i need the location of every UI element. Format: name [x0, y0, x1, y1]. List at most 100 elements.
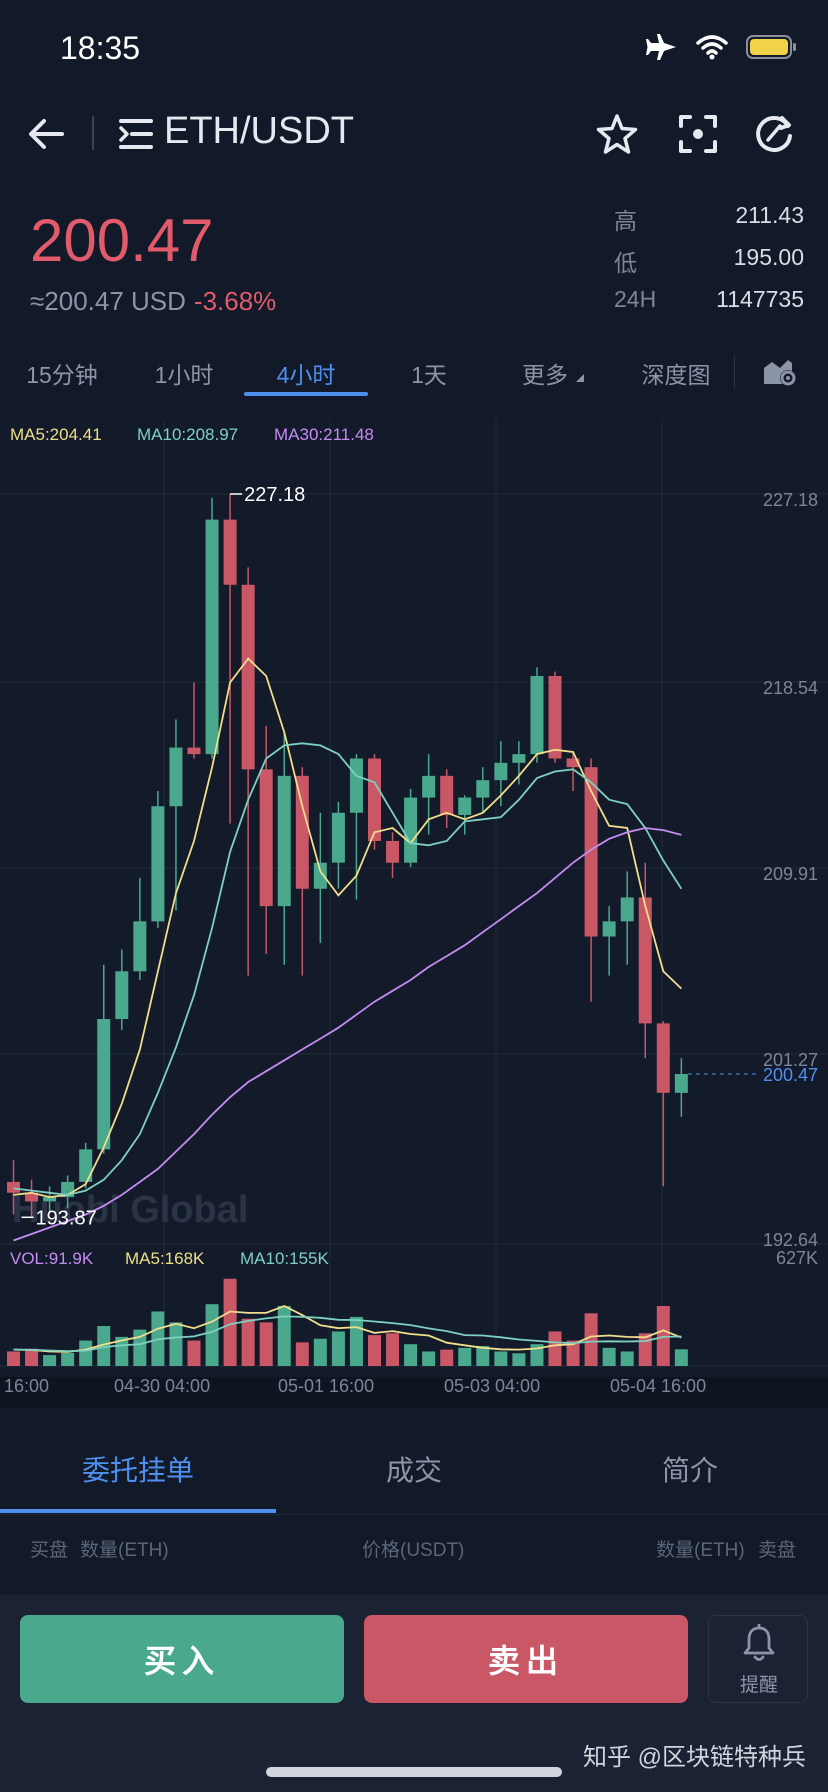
- current-price-label: 200.47: [763, 1065, 818, 1085]
- orderbook-header: 买盘 数量(ETH) 价格(USDT) 数量(ETH) 卖盘: [0, 1535, 828, 1575]
- candle-body: [494, 762, 508, 781]
- candle-body: [151, 806, 165, 922]
- chart-settings-icon[interactable]: [762, 354, 798, 388]
- vol-ma10-line: [13, 1315, 682, 1353]
- footer-watermark: 知乎 @区块链特种兵: [582, 1744, 806, 1771]
- buy-button[interactable]: 买入: [20, 1615, 344, 1703]
- x-tick-label: 05-01 16:00: [278, 1376, 374, 1396]
- screenshot-icon[interactable]: [676, 112, 720, 156]
- volume-bar: [602, 1347, 616, 1366]
- ma10-legend: MA10:208.97: [137, 425, 238, 444]
- pair-title[interactable]: ETH/USDT: [164, 110, 354, 152]
- volume-bar: [530, 1344, 544, 1366]
- kline-chart[interactable]: Huobi Global MA5:204.41 MA10:208.97 MA30:21…: [0, 402, 828, 1407]
- back-arrow-icon[interactable]: [24, 112, 68, 156]
- candle-body: [7, 1181, 20, 1193]
- candle-body: [115, 971, 129, 1020]
- tab-more[interactable]: 更多: [522, 356, 594, 390]
- volume-bar: [313, 1338, 327, 1366]
- vol-legend: VOL:91.9K: [10, 1249, 94, 1268]
- ma5-line: [13, 657, 683, 1199]
- list-menu-icon[interactable]: [118, 116, 154, 152]
- status-icons: [646, 32, 798, 62]
- volume-bar: [458, 1347, 472, 1366]
- volume-bar: [169, 1322, 183, 1366]
- candle-body: [440, 775, 454, 815]
- candle-body: [566, 758, 580, 768]
- volume-bar: [25, 1348, 39, 1366]
- tab-1hour[interactable]: 1小时: [154, 362, 214, 388]
- volume-bar: [277, 1306, 291, 1366]
- candle-body: [349, 758, 363, 813]
- volume-bar: [349, 1316, 363, 1366]
- volume-bar: [79, 1340, 93, 1366]
- ob-qty-left: 数量(ETH): [80, 1540, 169, 1561]
- candle-body: [25, 1192, 39, 1202]
- chart-background: [0, 402, 828, 1407]
- volume-bar: [133, 1329, 147, 1366]
- tab-1day[interactable]: 1天: [411, 362, 447, 388]
- price-change: -3.68%: [193, 286, 277, 316]
- price-sub: ≈200.47 USD -3.68%: [30, 286, 276, 317]
- stat-label: 高: [614, 208, 637, 234]
- refresh-icon[interactable]: [752, 112, 796, 156]
- tab-separator: [734, 356, 735, 388]
- volume-bar: [368, 1335, 381, 1366]
- sell-button[interactable]: 卖出: [364, 1615, 688, 1703]
- volume-bar: [295, 1342, 309, 1366]
- candle-body: [638, 897, 652, 1024]
- candle-body: [79, 1149, 93, 1182]
- candle-body: [331, 812, 345, 863]
- x-tick-label: 16:00: [4, 1376, 49, 1396]
- candle-body: [386, 840, 400, 863]
- candle-body: [259, 769, 273, 907]
- volume-bar: [566, 1340, 580, 1366]
- volume-bar: [440, 1349, 454, 1366]
- volume-bar: [620, 1351, 634, 1366]
- candle-body: [368, 758, 381, 841]
- candle-body: [584, 767, 598, 937]
- bottom-tab-underline: [0, 1509, 276, 1513]
- ob-sell-label: 卖盘: [758, 1540, 797, 1561]
- tab-orders[interactable]: 委托挂单: [81, 1455, 194, 1486]
- header: ETH/USDT: [0, 100, 828, 166]
- tab-4hour[interactable]: 4小时: [276, 362, 336, 388]
- candle-body: [620, 897, 634, 922]
- volume-bar: [476, 1346, 490, 1366]
- stat-row-low: 低 195.00: [614, 244, 804, 286]
- volume-bar: [512, 1353, 526, 1366]
- status-bar: 18:35: [0, 0, 828, 100]
- candle-body: [476, 780, 490, 798]
- volume-bar: [97, 1326, 111, 1366]
- chart-bottom-strip: [0, 1377, 828, 1407]
- tab-depth[interactable]: 深度图: [641, 362, 711, 388]
- stat-value: 195.00: [733, 244, 804, 270]
- volume-bar: [61, 1352, 75, 1366]
- home-indicator[interactable]: [266, 1767, 562, 1777]
- candle-body: [548, 675, 562, 759]
- stat-value: 211.43: [735, 202, 804, 228]
- volume-bar: [584, 1313, 598, 1366]
- candle-body: [133, 921, 147, 972]
- candle-body: [169, 747, 183, 807]
- volume-bar: [422, 1351, 436, 1366]
- x-tick-label: 05-03 04:00: [444, 1376, 540, 1396]
- candle-body: [674, 1073, 688, 1093]
- candle-body: [458, 797, 472, 815]
- volume-bar: [386, 1333, 400, 1366]
- volume-bar: [404, 1344, 418, 1366]
- alert-button[interactable]: 提醒: [708, 1615, 808, 1703]
- last-price: 200.47: [30, 207, 214, 274]
- tab-15min[interactable]: 15分钟: [26, 362, 98, 388]
- ob-price-label: 价格(USDT): [362, 1540, 465, 1561]
- star-icon[interactable]: [595, 112, 639, 156]
- candle-body: [43, 1197, 57, 1202]
- tab-trades[interactable]: 成交: [385, 1455, 442, 1486]
- y-tick-label: 209.91: [763, 864, 818, 884]
- volume-bar: [115, 1336, 129, 1366]
- timeframe-tabs: 15分钟 1小时 4小时 1天 更多 深度图: [0, 350, 828, 400]
- volume-bar: [43, 1355, 57, 1366]
- volume-bar: [259, 1322, 273, 1366]
- tab-intro[interactable]: 简介: [661, 1455, 718, 1486]
